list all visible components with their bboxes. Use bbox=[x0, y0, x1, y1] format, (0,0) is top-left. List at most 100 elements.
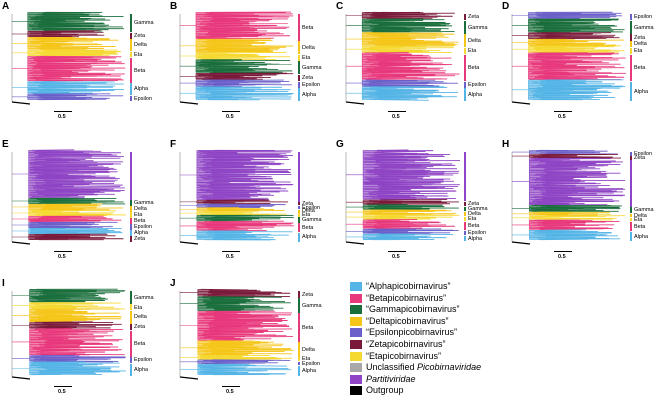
clade-bar bbox=[464, 34, 466, 48]
tree-panel-b: B Beta Delta Eta Gamma Zeta Epsilon Alpha 0.5 bbox=[170, 2, 330, 122]
leaf bbox=[368, 13, 438, 16]
clade-epsilon bbox=[12, 221, 118, 229]
clade-label: Beta bbox=[634, 65, 646, 72]
leaf bbox=[532, 32, 611, 34]
leaf bbox=[537, 52, 615, 55]
clade-bar bbox=[630, 213, 632, 218]
leaf bbox=[204, 91, 247, 93]
clade-label: Delta bbox=[468, 211, 481, 218]
leaf bbox=[42, 83, 91, 86]
clade-bar bbox=[464, 221, 466, 231]
leaf bbox=[34, 321, 93, 323]
leaf bbox=[366, 49, 441, 51]
clade-gamma bbox=[346, 204, 459, 210]
legend-swatch bbox=[350, 351, 362, 361]
clade-label: Epsilon bbox=[634, 14, 653, 21]
clade-label: Beta bbox=[134, 218, 146, 224]
legend-swatch bbox=[350, 386, 362, 396]
phylogenetic-tree bbox=[179, 288, 294, 380]
phylogenetic-tree bbox=[511, 11, 626, 105]
clade-label: Epsilon bbox=[302, 360, 321, 367]
scale-label: 0.5 bbox=[58, 389, 66, 395]
clade-label: Beta bbox=[302, 224, 314, 231]
outgroup-branch bbox=[11, 376, 31, 380]
clade-label: Beta bbox=[302, 324, 314, 331]
clade-delta bbox=[12, 203, 123, 211]
clade-label: Delta bbox=[134, 42, 147, 49]
clade-delta bbox=[180, 340, 294, 356]
scale-label: 0.5 bbox=[58, 254, 66, 260]
leaf bbox=[372, 82, 458, 85]
leaf bbox=[41, 22, 104, 25]
tree-panel-d: D Epsilon Gamma Zeta Delta Eta Beta Alpha 0.5 bbox=[502, 2, 662, 122]
clade-bar bbox=[298, 209, 300, 213]
clade-label: Alpha bbox=[134, 86, 149, 93]
leaf bbox=[34, 220, 102, 222]
leaf bbox=[365, 61, 410, 63]
leaf bbox=[379, 99, 429, 101]
legend-swatch bbox=[350, 340, 362, 349]
phylogenetic-tree bbox=[179, 149, 294, 245]
clade-beta bbox=[512, 219, 620, 231]
leaf bbox=[40, 361, 84, 364]
outgroup-branch bbox=[11, 241, 31, 245]
clade-zeta bbox=[512, 153, 621, 159]
clade-bar bbox=[298, 217, 300, 223]
clade-bar bbox=[298, 298, 300, 313]
clade-label: Beta bbox=[468, 223, 480, 230]
phylogenetic-tree bbox=[511, 149, 626, 245]
leaf bbox=[365, 78, 442, 80]
clade-bar bbox=[630, 231, 632, 242]
leaf bbox=[374, 35, 436, 37]
leaf bbox=[197, 55, 257, 58]
clade-delta bbox=[180, 207, 285, 212]
leaf bbox=[363, 85, 431, 87]
scale-label: 0.5 bbox=[226, 254, 234, 260]
clade-bar bbox=[130, 83, 132, 96]
scale-bar bbox=[554, 251, 572, 252]
clade-bar bbox=[298, 61, 300, 75]
clade-label: Epsilon bbox=[302, 82, 321, 89]
clade-eta bbox=[346, 45, 454, 53]
leaf bbox=[540, 77, 581, 80]
clade-bar bbox=[130, 152, 132, 200]
leaf bbox=[202, 159, 278, 161]
clade-bar bbox=[630, 54, 632, 82]
legend-swatch bbox=[350, 374, 362, 384]
leaf bbox=[379, 65, 411, 67]
clade-bar bbox=[130, 330, 132, 357]
leaf bbox=[37, 62, 98, 65]
scale-label: 0.5 bbox=[58, 114, 66, 120]
clade-zeta bbox=[346, 199, 459, 205]
clade-bar bbox=[298, 14, 300, 41]
leaf bbox=[374, 166, 420, 169]
clade-alpha bbox=[180, 86, 294, 101]
clade-alpha bbox=[12, 81, 125, 94]
clade-bar bbox=[130, 51, 132, 58]
phylogenetic-tree bbox=[179, 11, 294, 105]
clade-bar bbox=[130, 212, 132, 218]
clade-beta bbox=[346, 52, 460, 80]
scale-label: 0.5 bbox=[226, 389, 234, 395]
leaf bbox=[209, 209, 260, 211]
legend-label: “Zetapicobirnavirus” bbox=[366, 339, 446, 349]
leaf bbox=[211, 228, 248, 231]
legend-label: “Deltapicobirnavirus” bbox=[366, 315, 449, 326]
clade-zeta bbox=[180, 72, 294, 80]
clade-bar bbox=[464, 88, 466, 102]
clade-gamma bbox=[512, 18, 625, 33]
clade-epsilon bbox=[12, 355, 126, 363]
leaf bbox=[30, 302, 103, 305]
clade-label: Epsilon bbox=[134, 224, 153, 230]
clade-bar bbox=[464, 152, 466, 202]
clade-bar bbox=[464, 230, 466, 236]
clade-delta bbox=[512, 211, 611, 216]
clade-bar bbox=[630, 152, 632, 156]
leaf bbox=[45, 360, 119, 362]
clade-bar bbox=[464, 206, 466, 212]
leaf bbox=[535, 206, 620, 209]
clade-delta bbox=[346, 32, 459, 46]
clade-gamma bbox=[12, 197, 126, 205]
clade-beta bbox=[512, 52, 626, 80]
clade-zeta bbox=[346, 11, 455, 19]
